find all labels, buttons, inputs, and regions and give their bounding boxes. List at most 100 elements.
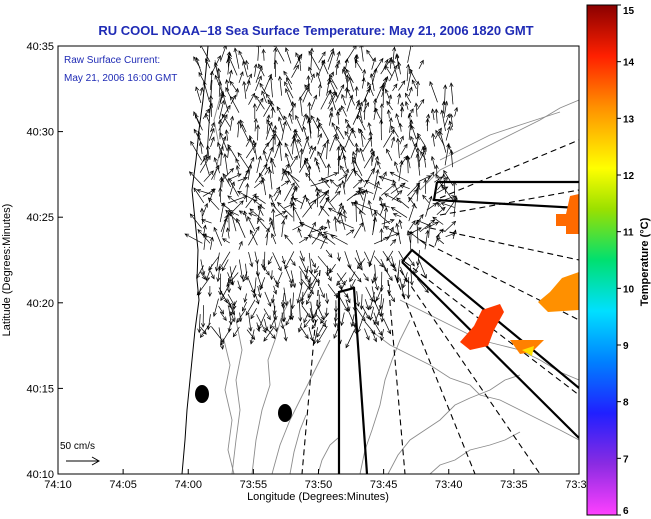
current-vector-head	[434, 221, 439, 226]
current-vector-head	[243, 210, 248, 216]
current-vector	[318, 196, 330, 216]
current-vector-head	[342, 209, 347, 214]
colorbar-label: Temperature (°C)	[639, 217, 651, 306]
current-vector	[353, 322, 357, 334]
current-vector	[424, 221, 439, 230]
current-vector-head	[269, 158, 274, 164]
current-vector-head	[368, 130, 373, 136]
current-vector	[318, 84, 321, 97]
current-vector	[236, 165, 240, 175]
current-vector-head	[408, 69, 413, 75]
current-vector-head	[401, 182, 406, 187]
current-vector-head	[365, 101, 369, 107]
current-vector-head	[242, 80, 247, 86]
current-vector	[255, 75, 262, 91]
current-vector-head	[413, 142, 418, 148]
current-vector	[308, 51, 320, 71]
current-vector-head	[388, 117, 393, 122]
current-vector-head	[315, 278, 320, 284]
current-vector-head	[333, 91, 337, 97]
current-vector	[225, 210, 241, 225]
current-vector	[303, 312, 309, 323]
current-vector-head	[401, 293, 406, 299]
current-vector	[444, 143, 450, 166]
current-vector	[396, 53, 400, 69]
current-vector	[247, 73, 252, 83]
current-vector	[402, 272, 408, 288]
current-vector-head	[258, 65, 263, 70]
current-vector	[405, 101, 409, 110]
current-vector	[291, 65, 299, 78]
current-vector-head	[303, 157, 308, 163]
current-vector-head	[341, 105, 345, 110]
current-vector-head	[415, 135, 420, 140]
current-vector	[398, 160, 403, 182]
current-vector-head	[207, 292, 212, 298]
current-vector-head	[207, 197, 213, 202]
current-vector	[364, 299, 369, 310]
current-vector-head	[362, 68, 367, 74]
current-vector-head	[291, 102, 296, 108]
current-vector	[331, 122, 340, 139]
current-vector-head	[245, 182, 250, 188]
current-vector-head	[190, 140, 195, 146]
current-vector-head	[212, 312, 217, 318]
current-vector	[227, 272, 233, 285]
current-vector	[381, 171, 387, 182]
current-vector-head	[384, 193, 389, 198]
current-vector	[319, 143, 326, 159]
current-vector	[343, 168, 349, 188]
current-vector-head	[384, 58, 389, 64]
current-vector-head	[379, 118, 384, 124]
current-vector	[353, 299, 356, 311]
current-vector	[201, 219, 212, 224]
current-vector-head	[312, 339, 318, 345]
current-vector	[221, 114, 231, 127]
current-vector-head	[420, 98, 425, 104]
current-vector-head	[348, 76, 353, 82]
current-vector	[367, 82, 374, 97]
current-vector	[309, 308, 314, 320]
current-vector-head	[382, 171, 387, 177]
current-vector-head	[384, 88, 389, 94]
current-vector	[317, 255, 332, 273]
current-vector-head	[349, 94, 354, 100]
current-vector-head	[211, 188, 216, 193]
current-vector	[203, 81, 210, 103]
current-vector	[210, 122, 215, 133]
current-vector-head	[297, 327, 302, 333]
current-vector-head	[286, 77, 290, 82]
current-vector-head	[340, 321, 345, 327]
current-vector	[259, 83, 268, 96]
current-vector-head	[290, 100, 295, 106]
current-vector	[255, 65, 263, 83]
current-vector	[257, 286, 261, 298]
current-vector	[316, 72, 322, 85]
current-vector	[443, 174, 447, 194]
current-vector	[219, 91, 224, 103]
current-vector-head	[296, 298, 301, 304]
current-vector	[283, 115, 292, 131]
current-vector	[444, 113, 450, 127]
current-vector-head	[298, 53, 303, 59]
current-vector-head	[355, 190, 361, 195]
current-vector	[266, 119, 274, 133]
current-vector	[254, 196, 266, 204]
current-vector	[214, 157, 221, 174]
current-vector	[248, 252, 253, 267]
current-vector	[227, 299, 235, 315]
current-vector	[301, 305, 311, 318]
current-vector	[229, 96, 240, 113]
current-vector	[302, 126, 310, 147]
current-vector-head	[318, 133, 323, 138]
current-vector-head	[258, 63, 262, 69]
current-vector	[220, 46, 227, 62]
current-vector	[364, 328, 370, 340]
current-vector	[372, 319, 383, 336]
current-vector	[373, 277, 379, 291]
current-vector-head	[320, 177, 326, 182]
current-vector	[351, 314, 355, 327]
current-vector-head	[367, 81, 372, 87]
current-vector	[341, 312, 345, 326]
current-vector-head	[330, 50, 335, 56]
